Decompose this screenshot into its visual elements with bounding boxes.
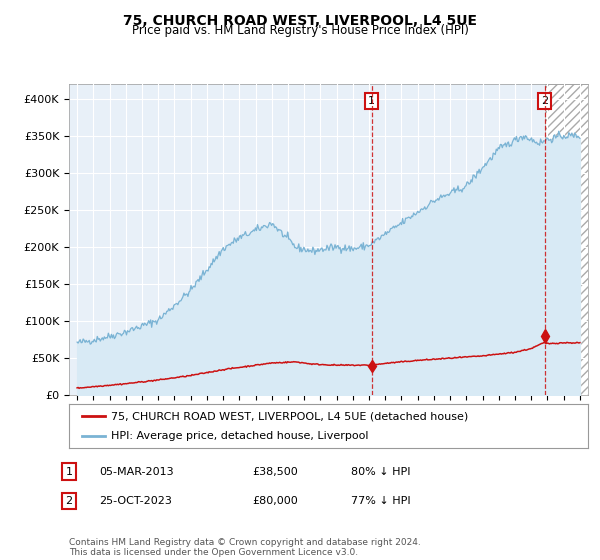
Text: HPI: Average price, detached house, Liverpool: HPI: Average price, detached house, Live…	[110, 431, 368, 441]
Text: 25-OCT-2023: 25-OCT-2023	[99, 496, 172, 506]
Text: 75, CHURCH ROAD WEST, LIVERPOOL, L4 5UE (detached house): 75, CHURCH ROAD WEST, LIVERPOOL, L4 5UE …	[110, 411, 468, 421]
Text: 05-MAR-2013: 05-MAR-2013	[99, 466, 173, 477]
Text: 2: 2	[541, 96, 548, 106]
Text: £80,000: £80,000	[252, 496, 298, 506]
Text: 77% ↓ HPI: 77% ↓ HPI	[351, 496, 410, 506]
Text: 1: 1	[368, 96, 376, 106]
Text: 1: 1	[65, 466, 73, 477]
Text: £38,500: £38,500	[252, 466, 298, 477]
Bar	[545, 84, 600, 395]
Text: Price paid vs. HM Land Registry's House Price Index (HPI): Price paid vs. HM Land Registry's House …	[131, 24, 469, 37]
Text: 2: 2	[65, 496, 73, 506]
Text: 80% ↓ HPI: 80% ↓ HPI	[351, 466, 410, 477]
Text: Contains HM Land Registry data © Crown copyright and database right 2024.
This d: Contains HM Land Registry data © Crown c…	[69, 538, 421, 557]
Text: 75, CHURCH ROAD WEST, LIVERPOOL, L4 5UE: 75, CHURCH ROAD WEST, LIVERPOOL, L4 5UE	[123, 14, 477, 28]
Bar	[545, 84, 600, 395]
